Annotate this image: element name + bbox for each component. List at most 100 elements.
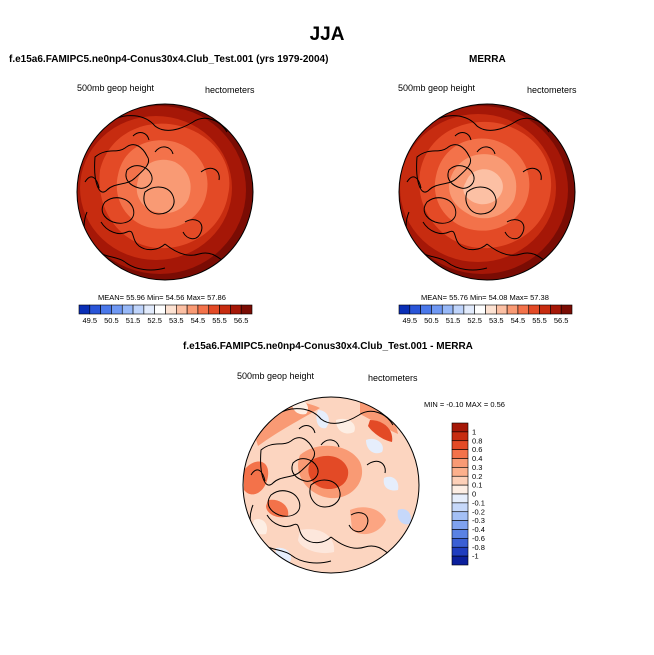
- difference-colorbar-swatch: [451, 511, 469, 521]
- merra-colorbar-swatch: [506, 304, 519, 315]
- merra-colorbar-swatch: [420, 304, 432, 315]
- difference-colorbar-swatch: [451, 555, 469, 566]
- difference-colorbar-swatch: [451, 440, 469, 450]
- tr-stats: MEAN= 55.76 Min= 54.08 Max= 57.38: [421, 293, 549, 302]
- tl-variable-label: 500mb geop height: [77, 83, 155, 93]
- difference-colorbar-swatch: [451, 529, 469, 539]
- merra-colorbar-tick-label: 55.5: [532, 316, 547, 325]
- difference-colorbar-tick-label: -0.2: [472, 507, 485, 516]
- merra-colorbar-tick-label: 49.5: [403, 316, 418, 325]
- difference-map: [243, 397, 419, 573]
- difference-colorbar-tick-label: 0.8: [472, 436, 482, 445]
- panel-title-difference: f.e15a6.FAMIPC5.ne0np4-Conus30x4.Club_Te…: [183, 341, 473, 352]
- panel-title-model: f.e15a6.FAMIPC5.ne0np4-Conus30x4.Club_Te…: [9, 54, 329, 65]
- merra-colorbar-swatch: [517, 304, 530, 315]
- b-min-label: MIN =: [424, 400, 445, 409]
- model-colorbar-swatch: [186, 304, 199, 315]
- tl-min-value: 54.56: [165, 293, 185, 302]
- difference-colorbar-swatch: [451, 546, 469, 557]
- difference-colorbar-swatch: [451, 493, 469, 504]
- difference-colorbar-swatch: [451, 520, 469, 530]
- difference-colorbar-tick-label: -1: [472, 552, 479, 561]
- model-colorbar-tick-label: 54.5: [191, 316, 206, 325]
- model-colorbar-tick-label: 53.5: [169, 316, 184, 325]
- difference-colorbar-tick-label: 0.4: [472, 454, 482, 463]
- difference-colorbar-swatch: [451, 458, 469, 468]
- difference-colorbar-tick-label: -0.1: [472, 498, 485, 507]
- panel-title-merra: MERRA: [469, 54, 506, 65]
- tr-min-value: 54.08: [488, 293, 508, 302]
- model-colorbar-swatch: [219, 304, 231, 315]
- model-colorbar-swatch: [208, 304, 220, 315]
- model-map: [77, 104, 253, 280]
- difference-colorbar-tick-label: 1: [472, 427, 476, 436]
- merra-colorbar-swatch: [441, 304, 454, 315]
- model-colorbar-swatch: [143, 304, 155, 315]
- difference-colorbar-tick-label: 0.3: [472, 463, 482, 472]
- difference-colorbar-tick-label: 0.1: [472, 481, 482, 490]
- merra-colorbar-swatch: [452, 304, 465, 315]
- merra-map: [399, 104, 575, 280]
- merra-colorbar-swatch: [409, 304, 421, 315]
- difference-colorbar-tick-label: 0.2: [472, 472, 482, 481]
- tl-mean-label: MEAN=: [98, 293, 125, 302]
- merra-colorbar-tick-label: 51.5: [446, 316, 461, 325]
- model-colorbar-tick-label: 55.5: [212, 316, 227, 325]
- b-minmax: MIN = -0.10 MAX = 0.56: [424, 400, 505, 409]
- tl-stats: MEAN= 55.96 Min= 54.56 Max= 57.86: [98, 293, 226, 302]
- main-title: JJA: [309, 24, 345, 45]
- merra-colorbar: 49.5 50.5 51.5 52.5 53.5 54.5 55.5 56.5: [398, 304, 573, 325]
- tr-mean-value: 55.76: [449, 293, 468, 302]
- model-colorbar-tick-label: 50.5: [104, 316, 119, 325]
- difference-colorbar-swatch: [451, 467, 469, 477]
- difference-colorbar-tick-label: -0.4: [472, 525, 485, 534]
- model-colorbar-tick-label: 56.5: [234, 316, 249, 325]
- difference-colorbar-swatch: [451, 422, 469, 433]
- tl-min-label: Min=: [147, 293, 164, 302]
- merra-colorbar-swatch: [560, 304, 573, 315]
- merra-colorbar-swatch: [485, 304, 497, 315]
- model-colorbar-swatch: [154, 304, 166, 315]
- model-colorbar-tick-label: 52.5: [147, 316, 162, 325]
- difference-colorbar-tick-label: 0: [472, 490, 476, 499]
- tl-max-value: 57.86: [207, 293, 226, 302]
- difference-colorbar-swatch: [451, 431, 469, 442]
- merra-colorbar-swatch: [539, 304, 551, 315]
- merra-colorbar-tick-label: 56.5: [554, 316, 569, 325]
- merra-colorbar-swatch: [496, 304, 508, 315]
- tl-units-label: hectometers: [205, 85, 255, 95]
- merra-colorbar-swatch: [474, 304, 486, 315]
- model-colorbar-swatch: [78, 304, 91, 315]
- model-colorbar-swatch: [100, 304, 112, 315]
- b-units-label: hectometers: [368, 373, 418, 383]
- tr-max-label: Max=: [509, 293, 529, 302]
- merra-colorbar-swatch: [550, 304, 562, 315]
- merra-colorbar-tick-label: 52.5: [467, 316, 482, 325]
- model-colorbar: 49.5 50.5 51.5 52.5 53.5 54.5 55.5 56.5: [78, 304, 253, 325]
- model-colorbar-swatch: [121, 304, 134, 315]
- model-colorbar-swatch: [240, 304, 253, 315]
- tr-min-label: Min=: [470, 293, 487, 302]
- merra-colorbar-swatch: [463, 304, 475, 315]
- merra-colorbar-tick-label: 53.5: [489, 316, 504, 325]
- tr-mean-label: MEAN=: [421, 293, 448, 302]
- difference-colorbar-tick-label: -0.3: [472, 516, 485, 525]
- difference-colorbar-swatch: [451, 502, 469, 513]
- b-max-label: MAX =: [465, 400, 489, 409]
- model-colorbar-swatch: [197, 304, 210, 315]
- model-colorbar-swatch: [132, 304, 145, 315]
- model-colorbar-swatch: [111, 304, 123, 315]
- difference-colorbar-tick-label: -0.8: [472, 543, 485, 552]
- tr-units-label: hectometers: [527, 85, 577, 95]
- merra-colorbar-tick-label: 54.5: [511, 316, 526, 325]
- difference-colorbar: 10.80.60.40.30.20.10-0.1-0.2-0.3-0.4-0.6…: [451, 422, 485, 566]
- difference-colorbar-swatch: [451, 475, 469, 486]
- merra-colorbar-swatch: [398, 304, 411, 315]
- difference-colorbar-tick-label: -0.6: [472, 534, 485, 543]
- difference-colorbar-swatch: [451, 538, 469, 548]
- merra-colorbar-swatch: [528, 304, 540, 315]
- merra-colorbar-swatch: [431, 304, 443, 315]
- b-variable-label: 500mb geop height: [237, 371, 315, 381]
- merra-colorbar-tick-label: 50.5: [424, 316, 439, 325]
